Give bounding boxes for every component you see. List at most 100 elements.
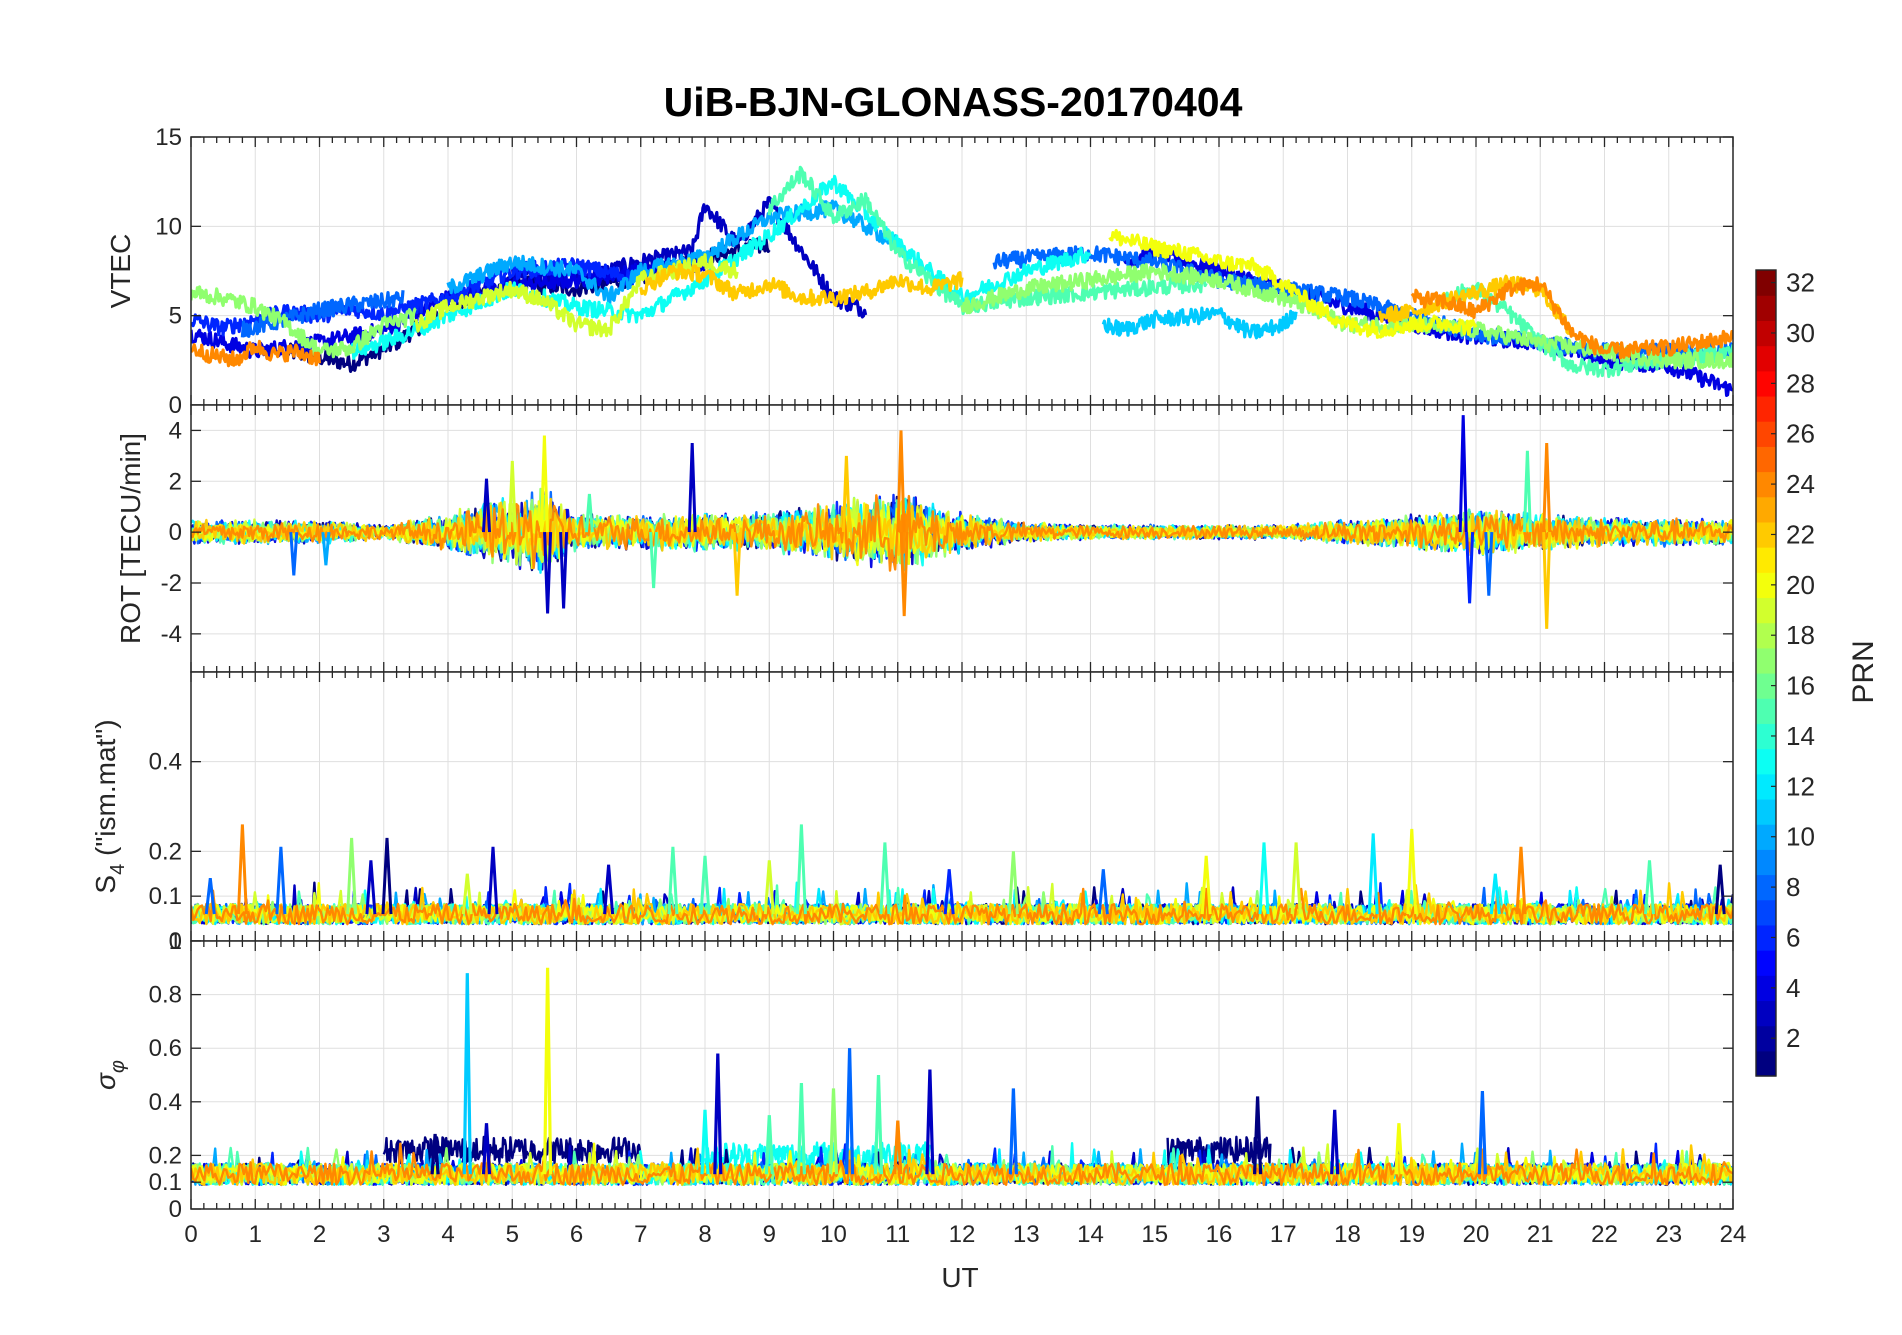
s4-spike <box>1714 864 1726 915</box>
y-tick-label: 0 <box>169 519 182 546</box>
x-tick-label: 8 <box>698 1221 711 1248</box>
colorbar-segment <box>1756 270 1776 296</box>
sigma-spike <box>462 973 472 1175</box>
x-tick-label: 7 <box>634 1221 647 1248</box>
x-tick-label: 5 <box>506 1221 519 1248</box>
colorbar-tick-label: 14 <box>1786 721 1815 751</box>
rot-spike <box>1542 443 1552 533</box>
ticks-rot <box>190 405 1734 672</box>
s4-spike <box>1644 860 1655 915</box>
rot-spike <box>896 430 906 533</box>
y-axis-label-sigma: σφ <box>90 1060 129 1090</box>
colorbar-segment <box>1756 950 1776 976</box>
y-axis-label-main: S <box>90 875 121 894</box>
s4-spike <box>1515 846 1527 915</box>
y-tick-label: 0.6 <box>149 1035 182 1062</box>
colorbar-segment <box>1756 773 1776 800</box>
y-tick-label: 0.2 <box>149 1142 182 1169</box>
s4-spike <box>1367 833 1379 915</box>
x-tick-label: 24 <box>1720 1221 1747 1248</box>
data-s4 <box>191 824 1733 926</box>
colorbar-label: PRN <box>1847 640 1880 703</box>
colorbar-tick-label: 12 <box>1786 771 1815 801</box>
rot-spike <box>732 532 742 596</box>
colorbar-segment <box>1756 597 1776 624</box>
colorbar-tick-label: 16 <box>1786 671 1815 701</box>
sigma-spike <box>481 1123 492 1175</box>
colorbar-segment <box>1756 647 1776 674</box>
s4-spike <box>1258 842 1270 915</box>
x-tick-label: 4 <box>441 1221 454 1248</box>
colorbar-segment <box>1756 572 1776 599</box>
colorbar-segment <box>1756 446 1776 473</box>
s4-spike <box>1200 855 1212 915</box>
vtec-series-line <box>240 290 405 338</box>
y-tick-label: 0 <box>169 392 182 419</box>
sigma-spike <box>700 1109 710 1175</box>
colorbar-segment <box>1756 924 1776 951</box>
y-axis-label-main: σ <box>90 1072 121 1090</box>
colorbar-tick-label: 30 <box>1786 318 1815 348</box>
x-tick-label: 3 <box>377 1221 390 1248</box>
y-axis-label-rest: ("ism.mat") <box>90 719 121 863</box>
vtec-series-line <box>191 285 417 359</box>
y-axis-label-rot: ROT [TECU/min] <box>115 433 146 644</box>
data-sigma <box>191 967 1733 1187</box>
ticks-sigma <box>190 940 1734 1210</box>
rot-spike <box>649 532 659 589</box>
y-tick-label: -2 <box>161 570 182 597</box>
y-tick-label: 0.1 <box>149 1169 182 1196</box>
y-axis-label-vtec: VTEC <box>105 234 136 309</box>
sigma-spike <box>893 1120 903 1175</box>
colorbar-tick-label: 4 <box>1786 973 1800 1003</box>
rot-spike <box>1522 450 1532 533</box>
colorbar-segment <box>1756 673 1776 699</box>
colorbar-tick-label: 8 <box>1786 872 1800 902</box>
rot-spike <box>1484 532 1494 596</box>
sigma-spike <box>1008 1088 1018 1175</box>
x-tick-label: 22 <box>1591 1221 1618 1248</box>
colorbar-tick-label: 2 <box>1786 1023 1800 1053</box>
s4-spike <box>943 869 955 915</box>
x-tick-label: 12 <box>949 1221 976 1248</box>
s4-spike <box>795 824 807 915</box>
vtec-series-line <box>1101 306 1298 340</box>
colorbar-segment <box>1756 899 1776 926</box>
rot-spike <box>543 532 553 614</box>
y-tick-label: 15 <box>155 124 182 151</box>
colorbar-segment <box>1756 698 1776 724</box>
s4-spike <box>275 846 287 915</box>
ticks-vtec <box>190 136 1734 406</box>
colorbar-tick-label: 28 <box>1786 368 1815 398</box>
x-tick-label: 18 <box>1334 1221 1361 1248</box>
colorbar-segment <box>1756 1050 1776 1077</box>
s4-spike <box>1097 869 1109 915</box>
x-tick-label: 19 <box>1398 1221 1425 1248</box>
colorbar-tick-label: 6 <box>1786 922 1800 952</box>
colorbar-tick-label: 32 <box>1786 268 1815 298</box>
sigma-spike <box>796 1082 806 1175</box>
y-tick-label: 0.4 <box>149 749 182 776</box>
colorbar-segment <box>1756 395 1776 422</box>
x-tick-label: 10 <box>820 1221 847 1248</box>
sigma-spike <box>543 967 553 1175</box>
vtec-series-line <box>191 339 322 368</box>
rot-series-line <box>191 494 1733 572</box>
data-vtec <box>191 165 1733 397</box>
colorbar-segment <box>1756 798 1776 825</box>
sigma-spike <box>1477 1091 1487 1175</box>
vtec-series-line <box>1410 276 1733 360</box>
rot-spike <box>559 532 569 609</box>
rot-spike <box>1542 532 1552 629</box>
s4-spike <box>461 873 473 915</box>
rot-spike <box>321 531 331 566</box>
y-tick-label: 0.8 <box>149 982 182 1009</box>
x-tick-label: 23 <box>1655 1221 1682 1248</box>
colorbar-segment <box>1756 370 1776 397</box>
colorbar-segment <box>1756 849 1776 876</box>
x-tick-label: 14 <box>1077 1221 1104 1248</box>
rot-spike <box>687 443 697 533</box>
colorbar-segment <box>1756 320 1776 347</box>
